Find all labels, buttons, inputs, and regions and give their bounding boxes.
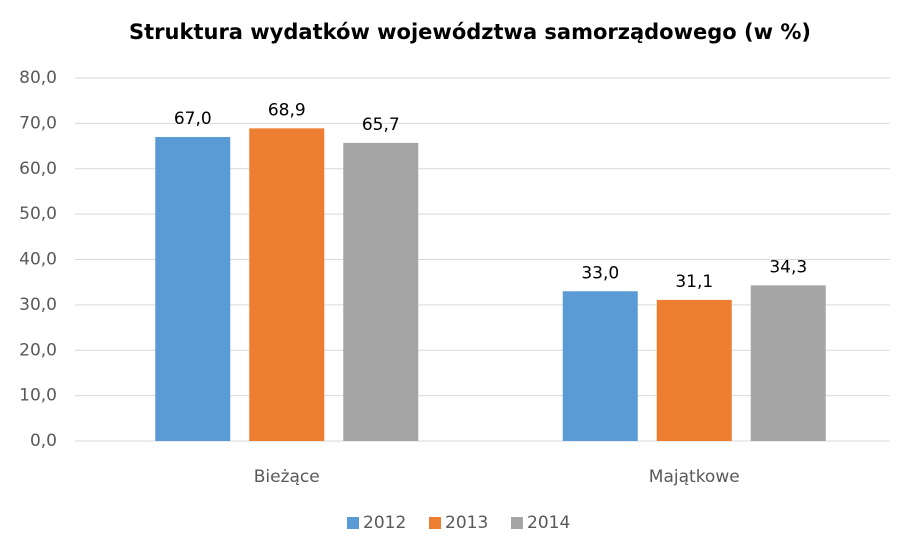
y-tick-label: 0,0 (30, 431, 57, 451)
legend-label: 2014 (527, 513, 570, 533)
y-tick-label: 20,0 (19, 340, 57, 360)
bar (750, 285, 826, 441)
y-tick-label: 80,0 (19, 68, 57, 88)
legend-swatch (511, 517, 523, 529)
y-tick-label: 10,0 (19, 386, 57, 406)
y-tick-label: 70,0 (19, 113, 57, 133)
legend-swatch (429, 517, 441, 529)
legend-label: 2012 (363, 513, 406, 533)
data-label: 67,0 (174, 109, 212, 129)
bar (656, 299, 732, 441)
data-label: 33,0 (581, 263, 619, 283)
y-tick-label: 60,0 (19, 159, 57, 179)
data-label: 68,9 (268, 100, 306, 120)
data-label: 34,3 (769, 257, 807, 277)
chart-title: Struktura wydatków województwa samorządo… (129, 20, 811, 44)
y-tick-label: 30,0 (19, 295, 57, 315)
legend-label: 2013 (445, 513, 488, 533)
data-label: 31,1 (675, 272, 713, 292)
x-tick-label: Bieżące (254, 467, 320, 487)
bar (343, 142, 419, 442)
bar (249, 128, 325, 441)
bar (155, 136, 231, 442)
bar (562, 291, 638, 441)
data-label: 65,7 (362, 115, 400, 135)
x-tick-label: Majątkowe (649, 467, 740, 487)
legend-swatch (347, 517, 359, 529)
y-tick-label: 40,0 (19, 250, 57, 270)
y-tick-label: 50,0 (19, 204, 57, 224)
